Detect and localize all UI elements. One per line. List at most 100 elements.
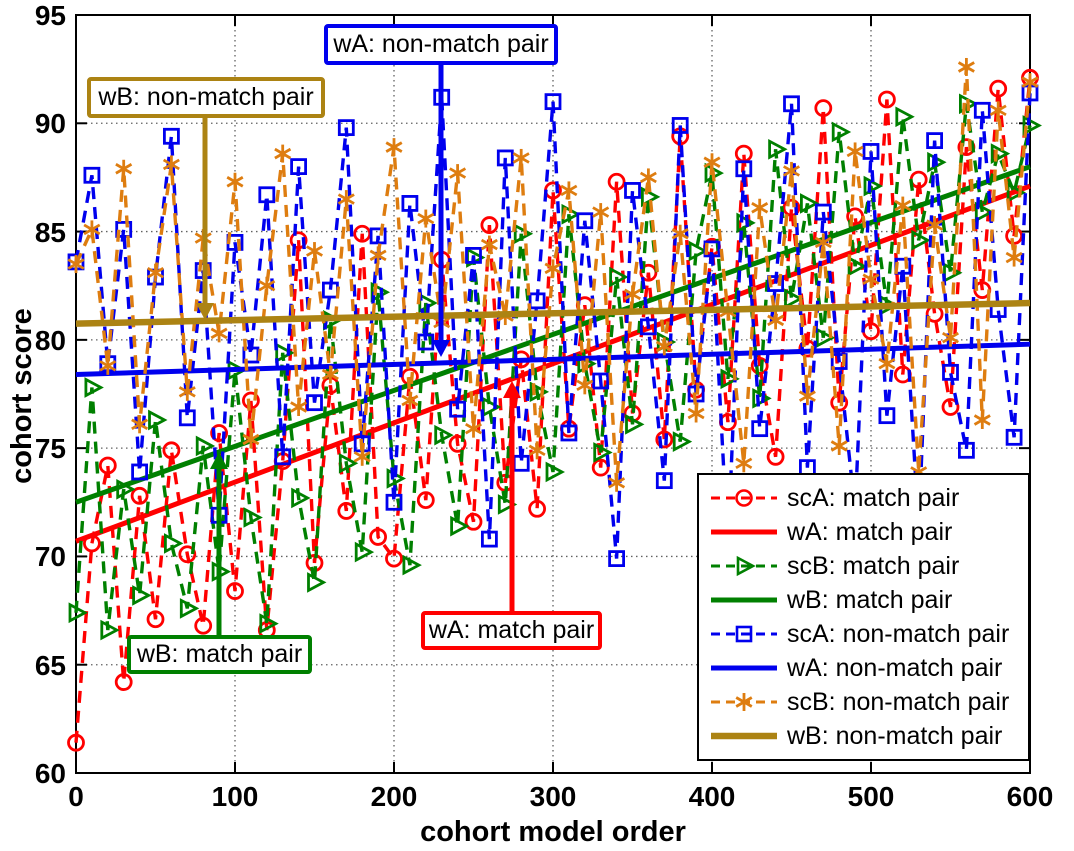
legend-item-label: scB: match pair — [787, 551, 960, 580]
marker-asterisk-spoke — [735, 457, 753, 470]
marker-asterisk-spoke — [178, 386, 196, 398]
marker-asterisk-spoke — [67, 258, 85, 270]
marker-asterisk-spoke — [592, 206, 610, 218]
marker-triangle-right — [163, 533, 184, 554]
y-tick-label: 90 — [34, 108, 66, 140]
marker-square — [926, 132, 943, 150]
marker-square — [576, 212, 594, 230]
marker-asterisk-spoke — [846, 145, 864, 158]
marker-square — [608, 550, 625, 567]
x-axis-label: cohort model order — [420, 816, 686, 848]
marker-asterisk-spoke — [369, 249, 387, 262]
marker-triangle-right — [831, 121, 852, 143]
annotation-arrow-head — [210, 452, 228, 469]
marker-square — [465, 246, 482, 264]
marker-asterisk-spoke — [290, 401, 308, 413]
legend-sample — [711, 555, 777, 577]
series-line — [74, 92, 1032, 559]
annotation-arrow-head — [432, 340, 450, 357]
marker-triangle-right — [68, 602, 88, 624]
marker-square — [830, 353, 848, 370]
marker-square — [973, 101, 991, 119]
marker-square — [878, 407, 896, 425]
marker-circle — [464, 512, 483, 531]
marker-square — [624, 182, 641, 199]
x-tick-label: 500 — [847, 781, 895, 812]
marker-asterisk-spoke — [703, 156, 721, 168]
marker-square — [242, 346, 260, 364]
series-wa-non-match-pair — [75, 341, 1031, 378]
marker-triangle-right — [275, 342, 295, 364]
marker-triangle-right — [497, 494, 518, 515]
marker-triangle-right — [1022, 115, 1042, 136]
marker-circle — [735, 489, 753, 507]
marker-square — [862, 143, 880, 160]
marker-asterisk-spoke — [162, 158, 180, 171]
legend-sample — [711, 732, 777, 740]
marker-circle — [591, 458, 610, 477]
x-tick-label: 400 — [688, 781, 736, 812]
marker-circle — [878, 90, 896, 109]
marker-triangle-right — [800, 193, 820, 214]
series-wa-match-pair — [75, 183, 1031, 544]
marker-circle — [639, 263, 658, 282]
fit-line — [75, 341, 1031, 378]
marker-square — [640, 318, 657, 336]
marker-asterisk-spoke — [337, 193, 355, 205]
annotation-wA-match: wA: match pair — [421, 611, 602, 650]
marker-circle — [830, 393, 849, 412]
marker-asterisk-spoke — [671, 228, 689, 240]
x-tick-label: 0 — [68, 781, 84, 812]
marker-asterisk-spoke — [973, 414, 991, 426]
marker-triangle-right — [84, 377, 104, 398]
legend-sample — [711, 489, 777, 507]
x-tick-label: 200 — [370, 781, 418, 812]
legend-item-label: wA: match pair — [787, 517, 953, 546]
marker-square — [751, 420, 769, 438]
marker-triangle-right — [291, 487, 311, 509]
marker-circle — [178, 545, 197, 564]
marker-triangle-right — [132, 585, 152, 606]
series-scb-non-match-pair — [67, 57, 1039, 492]
annotation-arrow-head — [196, 303, 214, 320]
marker-triangle-right — [609, 266, 629, 288]
marker-square — [671, 117, 689, 134]
marker-square — [162, 127, 180, 145]
marker-square — [942, 363, 959, 381]
series-wb-non-match-pair — [75, 299, 1031, 327]
marker-triangle-right — [148, 409, 168, 431]
marker-asterisk-spoke — [544, 262, 562, 275]
marker-asterisk-spoke — [639, 171, 657, 184]
marker-square — [369, 227, 387, 245]
series-wb-match-pair — [75, 164, 1031, 505]
fit-line — [75, 164, 1031, 505]
fit-line — [75, 183, 1031, 544]
marker-asterisk-spoke — [258, 280, 276, 292]
marker-circle — [766, 447, 785, 466]
marker-square — [592, 372, 610, 390]
legend-sample — [711, 665, 777, 671]
marker-asterisk-spoke — [385, 141, 403, 153]
marker-circle — [194, 616, 213, 635]
marker-triangle-right — [354, 541, 375, 563]
marker-square — [306, 394, 323, 412]
legend-item: scA: match pair — [709, 481, 1024, 515]
marker-circle — [114, 673, 133, 691]
legend-item-label: scA: non-match pair — [787, 619, 1010, 648]
marker-square — [290, 158, 308, 176]
marker-square — [131, 463, 149, 481]
marker-circle — [67, 733, 85, 752]
marker-asterisk-spoke — [401, 394, 419, 407]
marker-square — [178, 409, 196, 427]
marker-square — [417, 333, 435, 351]
marker-asterisk-spoke — [989, 104, 1007, 117]
marker-square — [480, 530, 498, 548]
marker-circle — [130, 486, 149, 505]
marker-asterisk-spoke — [830, 440, 848, 452]
marker-square — [814, 203, 832, 221]
marker-asterisk-spoke — [83, 223, 101, 236]
legend-item-label: scA: match pair — [787, 483, 960, 512]
marker-asterisk-spoke — [210, 327, 228, 340]
legend-item: wB: non-match pair — [709, 719, 1024, 753]
marker-asterisk-spoke — [131, 418, 149, 431]
